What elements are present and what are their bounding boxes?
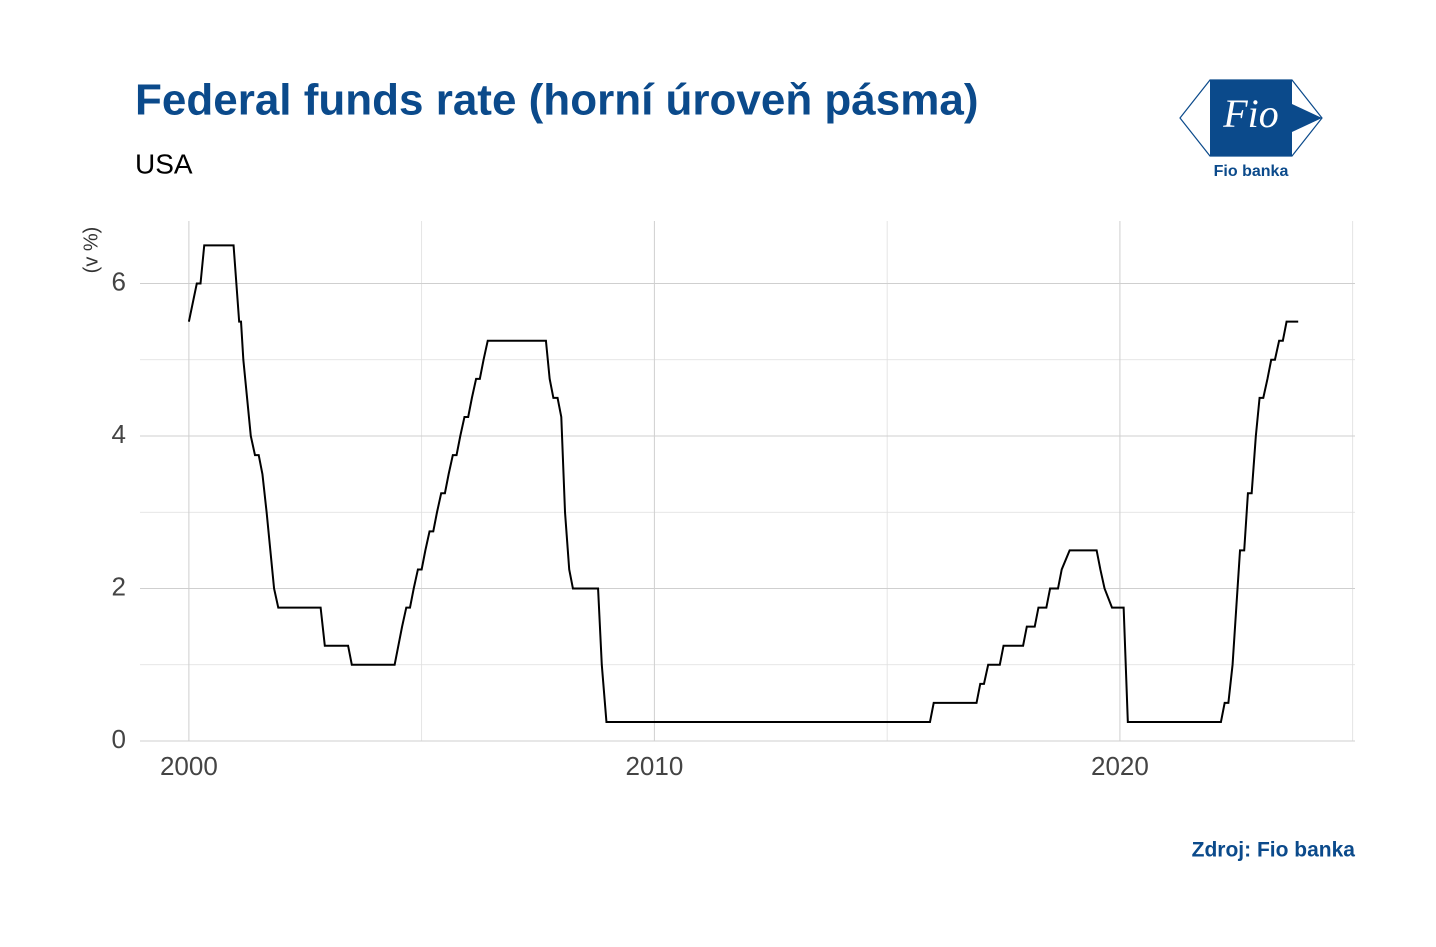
y-tick-label: 6 xyxy=(112,266,126,296)
logo-box xyxy=(1210,80,1292,156)
caption: Zdroj: Fio banka xyxy=(1192,839,1356,862)
y-axis-label: (v %) xyxy=(80,227,102,274)
chart-subtitle: USA xyxy=(135,148,193,179)
x-tick-label: 2020 xyxy=(1091,751,1149,781)
data-line xyxy=(187,244,1299,723)
x-tick-label: 2010 xyxy=(625,751,683,781)
y-tick-label: 0 xyxy=(112,724,126,754)
x-tick-label: 2000 xyxy=(160,751,218,781)
logo-mark: Fio xyxy=(1222,91,1279,136)
logo-name: Fio banka xyxy=(1214,163,1289,180)
logo: Fio Fio banka xyxy=(1179,79,1323,180)
y-tick-label: 2 xyxy=(112,571,126,601)
logo-arrow xyxy=(1292,104,1322,132)
chart-title: Federal funds rate (horní úroveň pásma) xyxy=(135,76,979,125)
y-tick-label: 4 xyxy=(112,419,126,449)
